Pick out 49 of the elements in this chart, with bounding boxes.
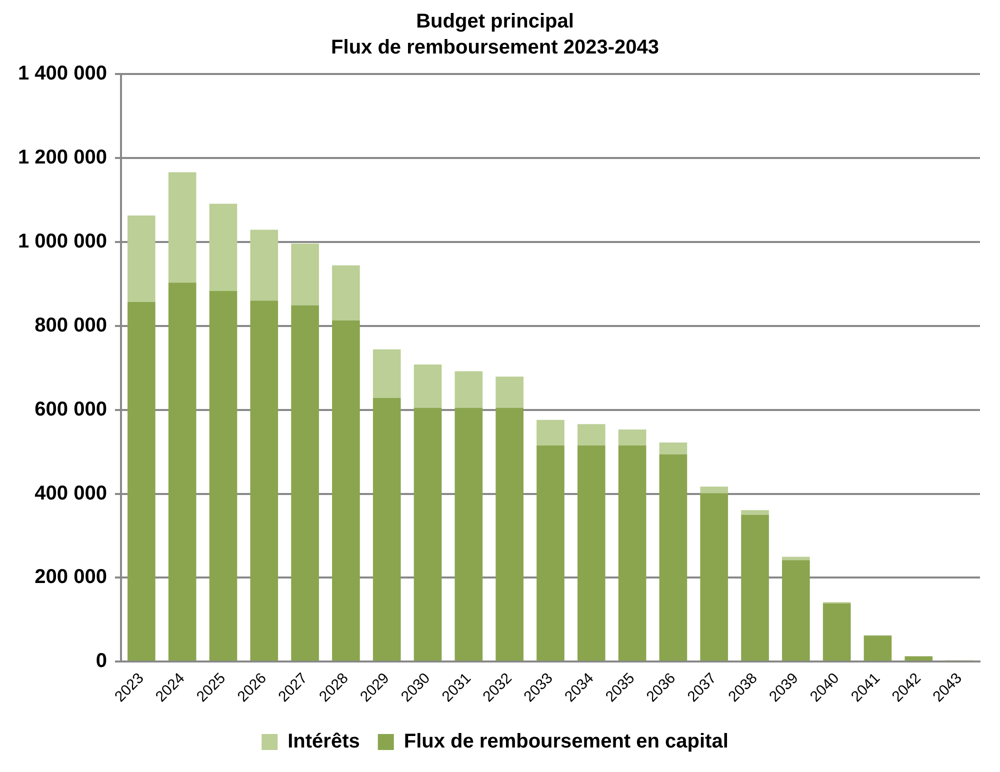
bar [209, 204, 238, 292]
bar [618, 445, 646, 661]
y-tick-label: 400 000 [34, 482, 107, 504]
bar [782, 560, 810, 661]
bar [618, 430, 646, 446]
bar [659, 442, 688, 454]
bar [904, 656, 933, 661]
bar [536, 420, 564, 446]
bar [700, 486, 728, 494]
bar [414, 408, 442, 661]
bar [128, 302, 156, 661]
bar [168, 172, 196, 283]
bar [250, 230, 278, 301]
bar [250, 300, 278, 661]
bar [372, 349, 401, 398]
bar [700, 493, 728, 661]
bar [291, 305, 319, 661]
bar [659, 454, 688, 661]
bar [741, 514, 769, 661]
bar [536, 445, 564, 661]
chart-subtitle: Flux de remboursement 2023-2043 [331, 36, 659, 59]
y-tick-label: 800 000 [34, 314, 107, 336]
y-tick-label: 1 400 000 [18, 62, 107, 85]
bar [454, 408, 483, 661]
chart-title: Budget principal [416, 10, 574, 33]
y-tick-label: 600 000 [34, 398, 107, 420]
y-tick-label: 1 000 000 [18, 230, 107, 252]
legend-label: Intérêts [288, 730, 360, 753]
bar [332, 265, 360, 320]
bar [332, 320, 360, 661]
bar [496, 408, 524, 661]
y-tick-label: 200 000 [34, 566, 107, 588]
bar [128, 215, 156, 302]
bar [372, 398, 401, 661]
bar [741, 510, 769, 515]
bar [577, 445, 606, 661]
bar [822, 603, 851, 661]
bar [864, 636, 892, 661]
bar [496, 376, 524, 408]
bar [454, 371, 483, 408]
bar [168, 282, 196, 661]
bar [782, 556, 810, 560]
legend-label: Flux de remboursement en capital [404, 730, 728, 753]
bar [414, 364, 442, 408]
bar [577, 424, 606, 446]
y-tick-label: 1 200 000 [18, 146, 107, 168]
y-tick-label: 0 [96, 650, 107, 672]
bar [291, 244, 319, 306]
bar [209, 291, 238, 661]
